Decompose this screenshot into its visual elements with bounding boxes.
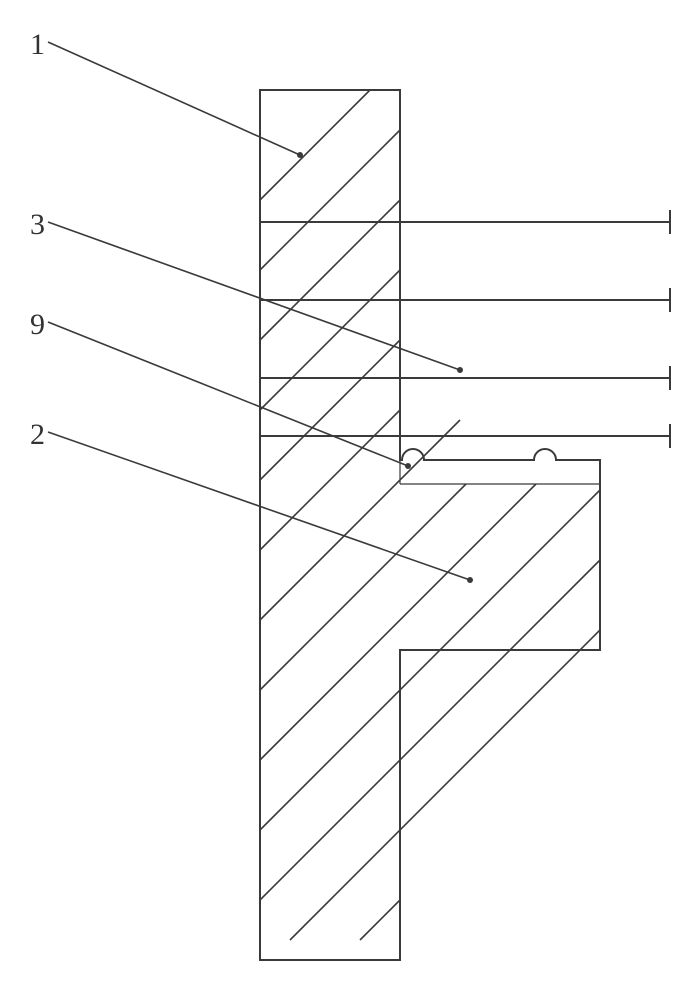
- callout-dot-1: [297, 152, 303, 158]
- callout-label-9: 9: [30, 308, 45, 341]
- hatch-line: [290, 630, 600, 940]
- callout-label-1: 1: [30, 28, 45, 61]
- hatch-line: [260, 340, 400, 480]
- hatch-line: [260, 130, 400, 270]
- callout-leader-9: [48, 322, 408, 466]
- callout-leader-3: [48, 222, 460, 370]
- hatch-line: [260, 560, 600, 900]
- hatching: [260, 90, 600, 940]
- callout-leader-1: [48, 42, 300, 155]
- callout-label-3: 3: [30, 208, 45, 241]
- hatch-line: [260, 484, 466, 690]
- callout-dot-3: [457, 367, 463, 373]
- hatch-line: [260, 484, 536, 760]
- fin-plates: [260, 210, 670, 448]
- hatch-line: [260, 410, 400, 550]
- hatch-line: [360, 900, 400, 940]
- hatch-line: [260, 490, 600, 830]
- callout-dot-9: [405, 463, 411, 469]
- callout-label-2: 2: [30, 418, 45, 451]
- callouts: 1 3 9 2: [30, 28, 473, 583]
- callout-dot-2: [467, 577, 473, 583]
- hatch-line: [260, 270, 400, 410]
